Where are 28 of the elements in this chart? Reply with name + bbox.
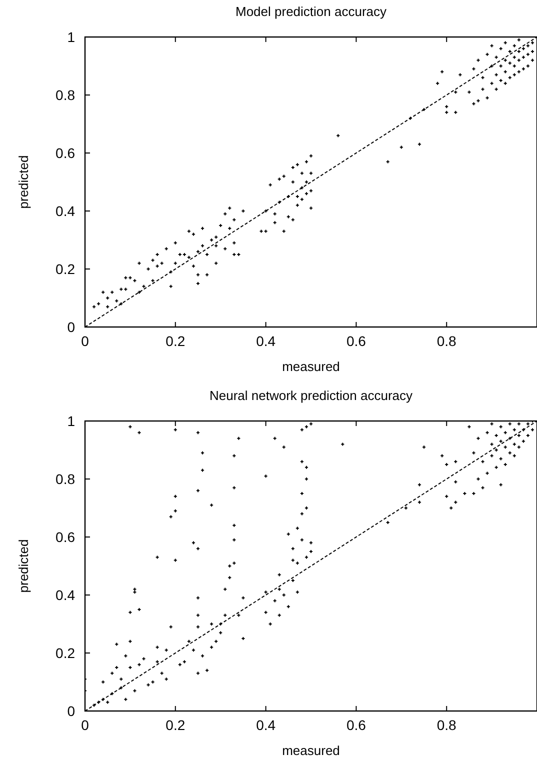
- x-axis-title: measured: [282, 359, 340, 374]
- x-tick-label: 0.8: [436, 717, 457, 733]
- y-tick-label: 0: [67, 319, 76, 335]
- y-axis-title: predicted: [16, 155, 31, 209]
- x-tick-label: 0.8: [436, 333, 457, 349]
- x-tick-label: 0.4: [256, 717, 276, 733]
- y-tick-label: 0.8: [56, 471, 76, 487]
- y-tick-label: 1: [67, 413, 76, 429]
- x-tick-label: 0.2: [166, 717, 186, 733]
- y-axis-title: predicted: [16, 539, 31, 593]
- y-tick-label: 1: [67, 29, 76, 45]
- y-tick-label: 0.4: [56, 203, 76, 219]
- x-tick-label: 0.2: [166, 333, 186, 349]
- x-tick-label: 0.4: [256, 333, 276, 349]
- y-tick-label: 0.6: [56, 529, 76, 545]
- x-tick-label: 0: [81, 717, 90, 733]
- chart-title: Neural network prediction accuracy: [209, 388, 414, 403]
- x-axis-title: measured: [282, 743, 340, 758]
- y-tick-label: 0.4: [56, 587, 76, 603]
- chart-title: Model prediction accuracy: [235, 4, 387, 19]
- x-tick-label: 0: [81, 333, 90, 349]
- y-tick-label: 0.2: [56, 645, 76, 661]
- y-tick-label: 0.8: [56, 87, 76, 103]
- y-tick-label: 0.6: [56, 145, 76, 161]
- y-tick-label: 0: [67, 703, 76, 719]
- y-tick-label: 0.2: [56, 261, 76, 277]
- x-tick-label: 0.6: [346, 333, 366, 349]
- x-tick-label: 0.6: [346, 717, 366, 733]
